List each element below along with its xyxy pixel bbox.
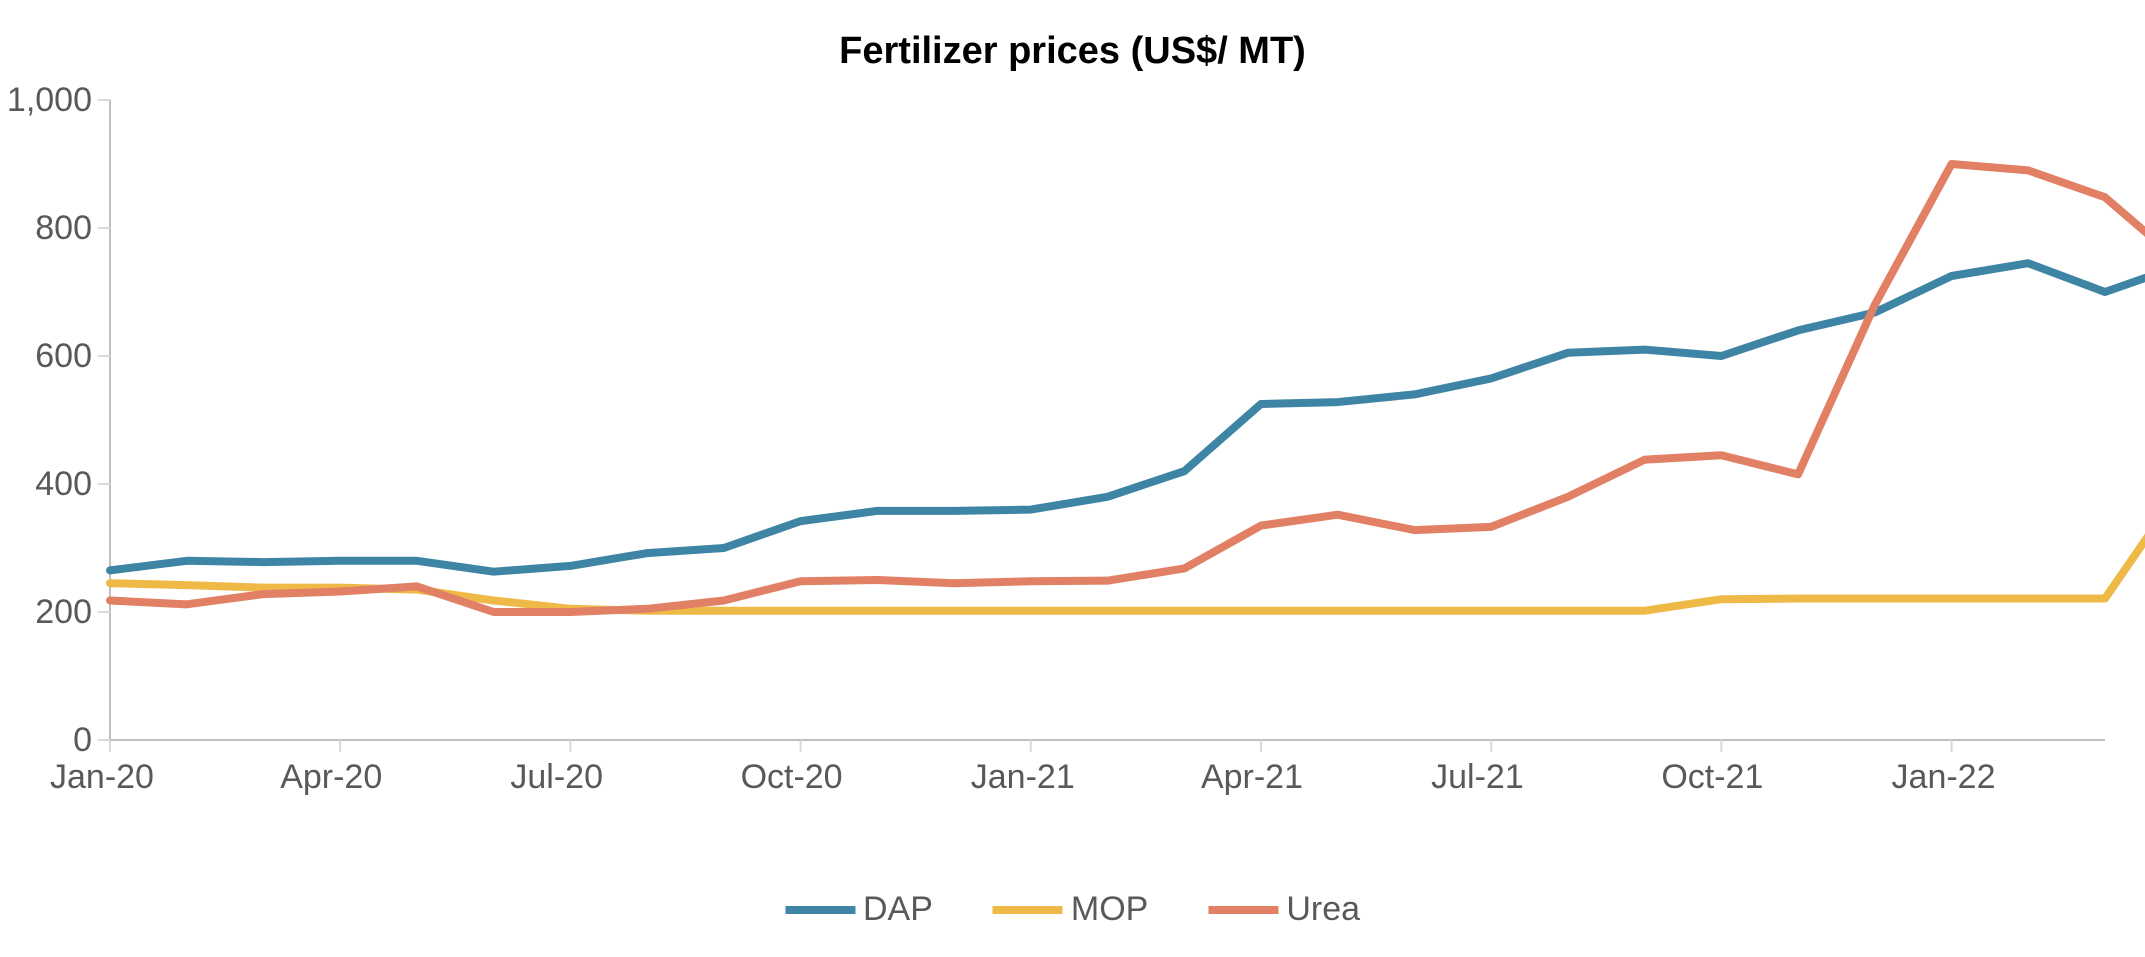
y-tick-label: 0 (73, 721, 92, 760)
x-tick-label: Jan-20 (50, 758, 154, 797)
legend-swatch (785, 906, 855, 914)
x-tick-label: Apr-20 (280, 758, 382, 797)
x-tick-label: Oct-20 (741, 758, 843, 797)
legend-label: DAP (863, 890, 933, 929)
legend-label: Urea (1286, 890, 1360, 929)
legend-swatch (993, 906, 1063, 914)
y-tick-label: 1,000 (7, 81, 92, 120)
x-tick-label: Jul-20 (510, 758, 603, 797)
legend-item-mop: MOP (993, 890, 1148, 929)
x-tick-label: Jul-21 (1431, 758, 1524, 797)
legend-item-dap: DAP (785, 890, 933, 929)
x-tick-label: Oct-21 (1661, 758, 1763, 797)
fertilizer-price-chart: Fertilizer prices (US$/ MT) DAPMOPUrea 0… (0, 0, 2145, 957)
x-tick-label: Apr-21 (1201, 758, 1303, 797)
y-tick-label: 800 (35, 209, 92, 248)
x-tick-label: Jan-22 (1892, 758, 1996, 797)
legend-item-urea: Urea (1208, 890, 1360, 929)
legend-label: MOP (1071, 890, 1148, 929)
plot-svg (0, 0, 2145, 957)
y-tick-label: 400 (35, 465, 92, 504)
y-tick-label: 600 (35, 337, 92, 376)
legend: DAP MOP Urea (785, 890, 1360, 929)
x-tick-label: Jan-21 (971, 758, 1075, 797)
y-tick-label: 200 (35, 593, 92, 632)
legend-swatch (1208, 906, 1278, 914)
